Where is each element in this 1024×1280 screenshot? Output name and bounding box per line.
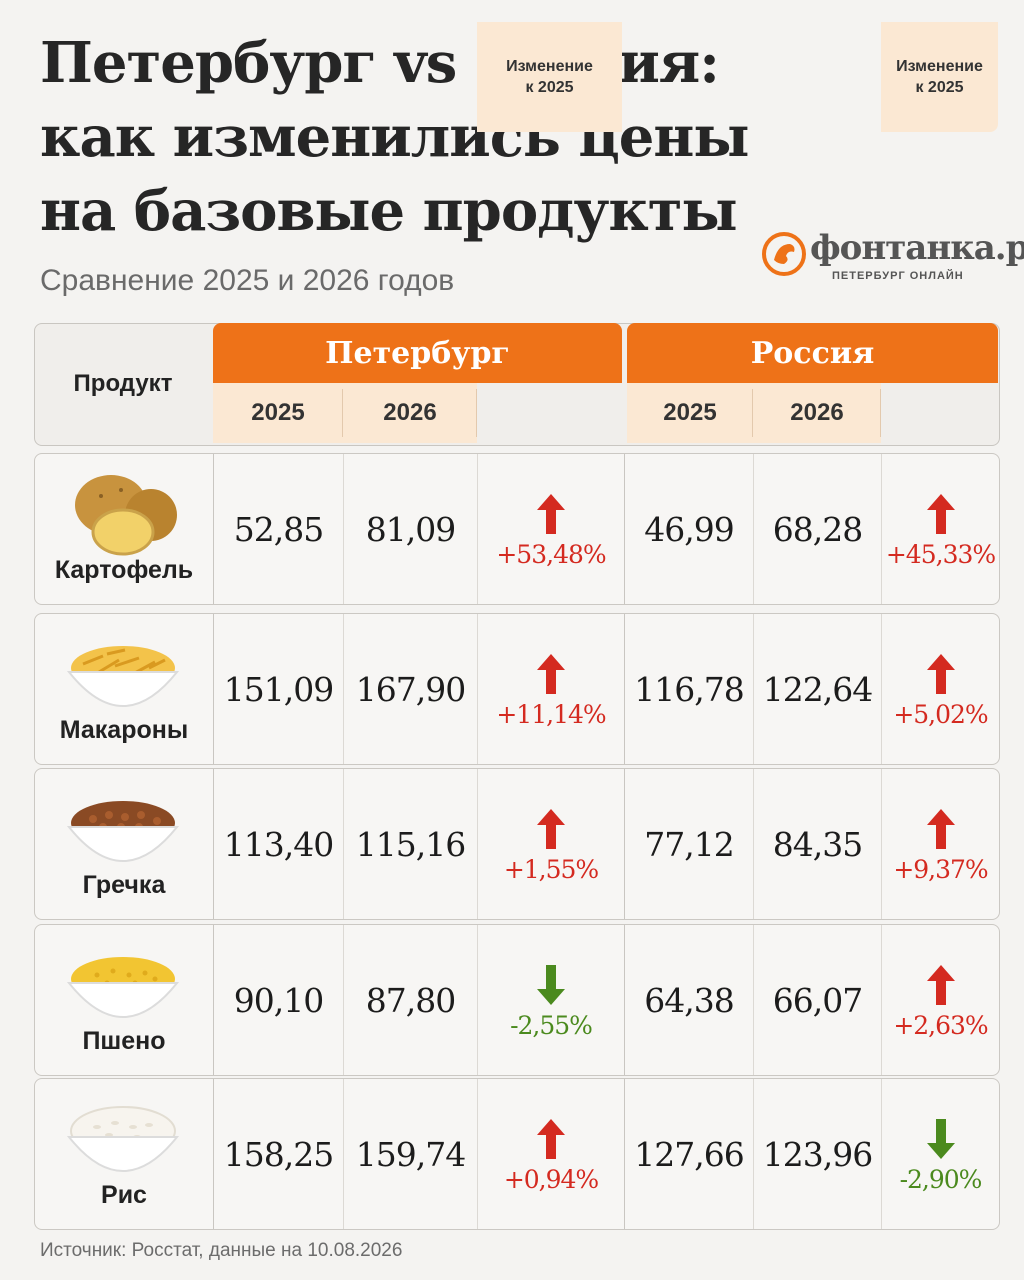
rus-2025-value: 127,66 [634, 1134, 744, 1174]
spb-change-value: +53,48% [496, 539, 606, 569]
fontanka-horse-icon [762, 232, 806, 276]
rus-change-value: -2,90% [899, 1164, 983, 1194]
rus-change: +2,63% [882, 947, 999, 1057]
table-row: Картофель 52,85 81,09 +53,48% 46,99 68,28 +45,… [34, 453, 1000, 605]
arrow-up-icon [537, 1118, 565, 1159]
logo-name: фонтанка.ру [810, 228, 1024, 268]
spb-2025-header: 2025 [213, 383, 343, 443]
arrow-up-icon [926, 964, 955, 1005]
spb-change: +0,94% [478, 1101, 624, 1211]
arrow-down-icon [537, 964, 565, 1005]
rus-2026-value: 84,35 [772, 824, 863, 864]
rus-2026-value: 66,07 [772, 980, 863, 1020]
spb-2025-value: 151,09 [223, 669, 334, 709]
spb-2025-value: 158,25 [223, 1134, 334, 1174]
title-line-3: на базовые продукты [40, 178, 738, 244]
arrow-up-icon [926, 493, 955, 534]
logo-tagline: ПЕТЕРБУРГ ОНЛАЙН [832, 270, 964, 282]
page-title: Петербург vs Россия: как изменились цены… [40, 26, 760, 248]
rus-2025-value: 46,99 [644, 509, 734, 549]
rus-change: +5,02% [882, 636, 999, 746]
table-row: Гречка 113,40 115,16 +1,55% 77,12 84,35 +9,37% [34, 768, 1000, 920]
spb-change-value: +11,14% [496, 699, 606, 729]
arrow-up-icon [537, 493, 565, 534]
product-name: Пшено [82, 1027, 166, 1055]
table-row: Пшено 90,10 87,80 -2,55% 64,38 66,07 +2,63% [34, 924, 1000, 1076]
spb-2026-value: 81,09 [365, 509, 456, 549]
rus-2026-header: 2026 [753, 383, 881, 443]
pasta-bowl-icon [63, 620, 183, 720]
rus-2026-value: 122,64 [762, 669, 873, 709]
spb-2025-value: 90,10 [233, 980, 324, 1020]
arrow-down-icon [926, 1118, 955, 1159]
rus-change-value: +5,02% [893, 699, 988, 729]
spb-change-value: +1,55% [503, 854, 599, 884]
region-header-russia: Россия [627, 323, 998, 383]
spb-2026-value: 115,16 [355, 824, 466, 864]
spb-2026-value: 159,74 [355, 1134, 466, 1174]
fontanka-logo: фонтанка.ру ПЕТЕРБУРГ ОНЛАЙН [760, 228, 1024, 288]
rus-change-value: +2,63% [893, 1010, 988, 1040]
rus-change: +9,37% [882, 791, 999, 901]
product-name: Макароны [59, 716, 189, 744]
rus-change: -2,90% [882, 1101, 999, 1211]
arrow-up-icon [926, 808, 955, 849]
spb-change: +1,55% [478, 791, 624, 901]
rus-2025-value: 77,12 [644, 824, 734, 864]
product-name: Рис [101, 1181, 147, 1209]
rus-change: +45,33% [882, 476, 999, 586]
rus-change-value: +9,37% [893, 854, 988, 884]
spb-change: +53,48% [478, 476, 624, 586]
rus-change-value: +45,33% [885, 539, 996, 569]
spb-2026-header: 2026 [343, 383, 477, 443]
rus-2025-value: 116,78 [634, 669, 744, 709]
rice-bowl-icon [63, 1085, 183, 1185]
spb-2025-value: 113,40 [223, 824, 334, 864]
spb-2026-value: 87,80 [365, 980, 456, 1020]
rus-change-header: Изменение к 2025 [881, 22, 998, 132]
arrow-up-icon [537, 653, 565, 694]
spb-2025-value: 52,85 [233, 509, 324, 549]
table-row: Рис 158,25 159,74 +0,94% 127,66 123,96 -2,90% [34, 1078, 1000, 1230]
rus-2026-value: 123,96 [762, 1134, 873, 1174]
rus-2026-value: 68,28 [772, 509, 863, 549]
spb-change: -2,55% [478, 947, 624, 1057]
region-header-spb: Петербург [213, 323, 622, 383]
spb-change: +11,14% [478, 636, 624, 746]
title-line-1: Петербург vs Россия: [40, 30, 720, 96]
spb-change-value: +0,94% [503, 1164, 599, 1194]
spb-change-header: Изменение к 2025 [477, 22, 622, 132]
product-column-header: Продукт [73, 369, 173, 397]
potato-icon [63, 460, 183, 560]
subtitle: Сравнение 2025 и 2026 годов [40, 264, 455, 297]
product-name: Картофель [54, 556, 194, 584]
table-row: Макароны 151,09 167,90 +11,14% 116,78 122,64 +… [34, 613, 1000, 765]
rus-2025-header: 2025 [627, 383, 753, 443]
source-note: Источник: Росстат, данные на 10.08.2026 [40, 1240, 403, 1261]
arrow-up-icon [537, 808, 565, 849]
arrow-up-icon [926, 653, 955, 694]
rus-2025-value: 64,38 [644, 980, 734, 1020]
product-name: Гречка [82, 871, 166, 899]
title-line-2: как изменились цены [40, 104, 749, 170]
millet-bowl-icon [63, 931, 183, 1031]
buckwheat-bowl-icon [63, 775, 183, 875]
spb-2026-value: 167,90 [355, 669, 466, 709]
spb-change-value: -2,55% [510, 1010, 593, 1040]
